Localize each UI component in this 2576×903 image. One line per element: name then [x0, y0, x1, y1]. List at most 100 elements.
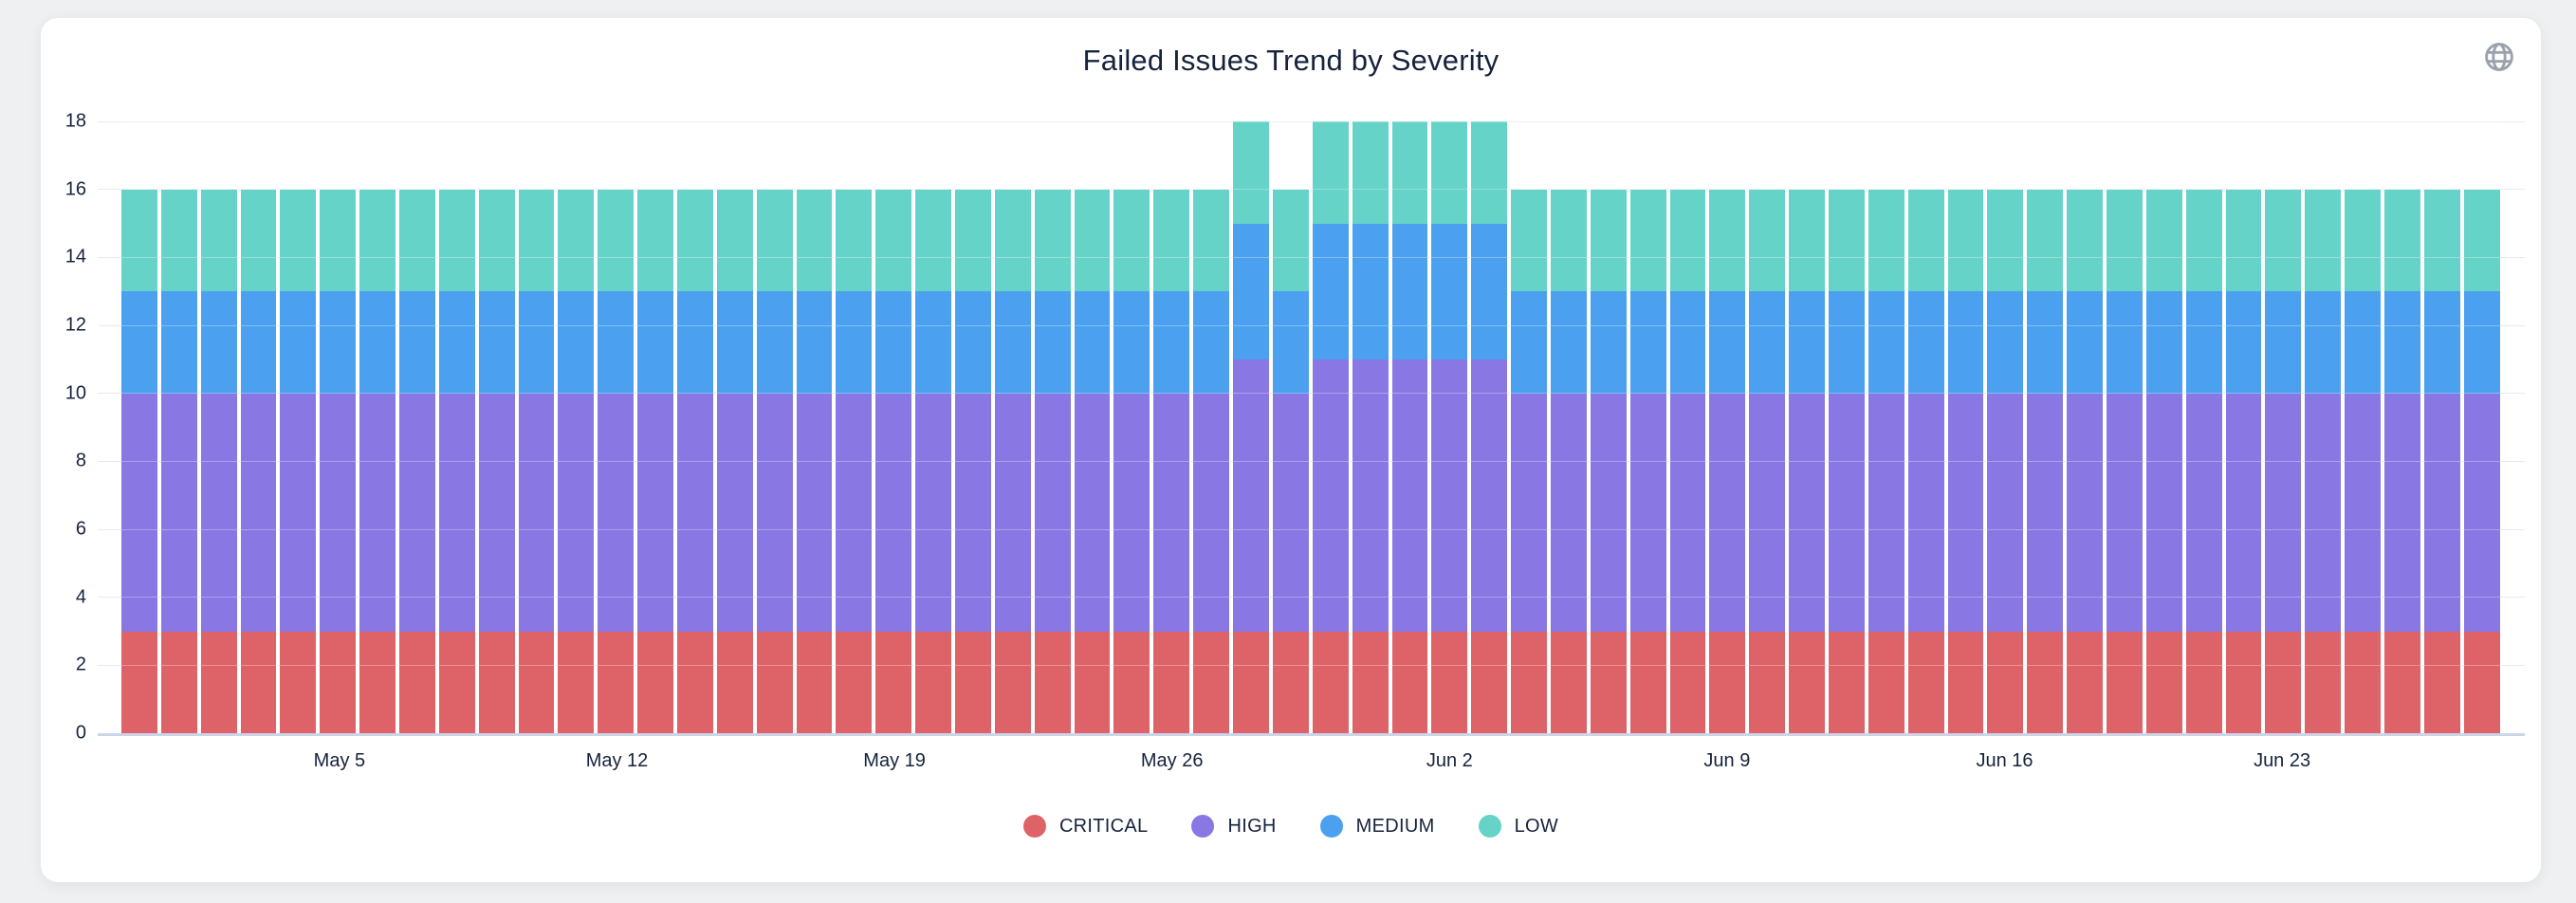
bar-segment-low[interactable] [2463, 189, 2500, 292]
bar-segment-low[interactable] [1629, 189, 1666, 292]
bar-segment-high[interactable] [637, 393, 674, 632]
bar[interactable] [637, 189, 674, 733]
bar-segment-high[interactable] [756, 393, 793, 632]
bar[interactable] [1153, 189, 1190, 733]
legend-item-high[interactable]: HIGH [1191, 815, 1276, 838]
bar[interactable] [2305, 189, 2342, 733]
bar-segment-medium[interactable] [2106, 291, 2143, 394]
bar-segment-high[interactable] [1828, 393, 1865, 632]
bar-segment-high[interactable] [2463, 393, 2500, 632]
bar-segment-medium[interactable] [1749, 291, 1786, 394]
bar-segment-critical[interactable] [518, 631, 555, 733]
bar-segment-high[interactable] [1709, 393, 1746, 632]
bar-segment-high[interactable] [2423, 393, 2460, 632]
bar[interactable] [1709, 189, 1746, 733]
bar-segment-critical[interactable] [438, 631, 475, 733]
bar-segment-high[interactable] [1629, 393, 1666, 632]
bar-segment-medium[interactable] [438, 291, 475, 394]
bar-segment-low[interactable] [518, 189, 555, 292]
bar[interactable] [2145, 189, 2182, 733]
bar-segment-critical[interactable] [875, 631, 912, 733]
bar-segment-low[interactable] [2345, 189, 2381, 292]
bar-segment-critical[interactable] [2265, 631, 2302, 733]
bar-segment-low[interactable] [875, 189, 912, 292]
bar-segment-high[interactable] [2305, 393, 2342, 632]
bar[interactable] [1987, 189, 2024, 733]
bar-segment-critical[interactable] [1550, 631, 1587, 733]
bar-segment-critical[interactable] [2463, 631, 2500, 733]
bar-segment-critical[interactable] [1907, 631, 1944, 733]
bar[interactable] [2185, 189, 2222, 733]
bar-segment-high[interactable] [2345, 393, 2381, 632]
bar-segment-low[interactable] [1550, 189, 1587, 292]
bar[interactable] [1907, 189, 1944, 733]
bar-segment-high[interactable] [280, 393, 317, 632]
bar-segment-high[interactable] [359, 393, 396, 632]
bar-segment-medium[interactable] [1511, 291, 1547, 394]
bar-segment-low[interactable] [1947, 189, 1984, 292]
bar-segment-medium[interactable] [2145, 291, 2182, 394]
bar-segment-critical[interactable] [1074, 631, 1111, 733]
bar-segment-critical[interactable] [2067, 631, 2103, 733]
bar-segment-high[interactable] [836, 393, 873, 632]
bar[interactable] [1391, 121, 1428, 733]
bar-segment-critical[interactable] [240, 631, 277, 733]
bar-segment-medium[interactable] [399, 291, 435, 394]
bar-segment-low[interactable] [478, 189, 515, 292]
bar-segment-medium[interactable] [2345, 291, 2381, 394]
bar-segment-high[interactable] [955, 393, 991, 632]
bar-segment-high[interactable] [915, 393, 952, 632]
bar-segment-high[interactable] [994, 393, 1031, 632]
bar-segment-critical[interactable] [1034, 631, 1071, 733]
bar-segment-high[interactable] [2145, 393, 2182, 632]
bar-segment-high[interactable] [478, 393, 515, 632]
bar[interactable] [915, 189, 952, 733]
bar-segment-critical[interactable] [121, 631, 157, 733]
bar-segment-high[interactable] [875, 393, 912, 632]
bar-segment-high[interactable] [598, 393, 635, 632]
bar-segment-low[interactable] [1074, 189, 1111, 292]
bar-segment-low[interactable] [240, 189, 277, 292]
bar-segment-low[interactable] [955, 189, 991, 292]
bar-segment-low[interactable] [796, 189, 833, 292]
bar[interactable] [1789, 189, 1825, 733]
bar[interactable] [1431, 121, 1468, 733]
bar-segment-critical[interactable] [836, 631, 873, 733]
bar[interactable] [836, 189, 873, 733]
bar[interactable] [1749, 189, 1786, 733]
bar-segment-medium[interactable] [280, 291, 317, 394]
bar[interactable] [716, 189, 753, 733]
bar[interactable] [1193, 189, 1230, 733]
bar-segment-low[interactable] [1590, 189, 1627, 292]
bar-segment-high[interactable] [1153, 393, 1190, 632]
bar-segment-high[interactable] [1590, 393, 1627, 632]
bar[interactable] [1471, 121, 1508, 733]
globe-icon[interactable] [2483, 41, 2515, 73]
bar-segment-critical[interactable] [1828, 631, 1865, 733]
bar-segment-low[interactable] [1709, 189, 1746, 292]
bar-segment-critical[interactable] [1709, 631, 1746, 733]
bar-segment-critical[interactable] [1352, 631, 1389, 733]
bar-segment-medium[interactable] [756, 291, 793, 394]
bar-segment-low[interactable] [1789, 189, 1825, 292]
legend-item-critical[interactable]: CRITICAL [1022, 815, 1149, 838]
bar-segment-critical[interactable] [1789, 631, 1825, 733]
bar[interactable] [399, 189, 435, 733]
bar-segment-medium[interactable] [2027, 291, 2064, 394]
bar-segment-low[interactable] [1749, 189, 1786, 292]
bar[interactable] [2067, 189, 2103, 733]
bar-segment-critical[interactable] [1749, 631, 1786, 733]
bar-segment-high[interactable] [2067, 393, 2103, 632]
bar-segment-low[interactable] [836, 189, 873, 292]
bar-segment-high[interactable] [1034, 393, 1071, 632]
bar-segment-critical[interactable] [915, 631, 952, 733]
bar[interactable] [1590, 189, 1627, 733]
bar[interactable] [955, 189, 991, 733]
legend-item-medium[interactable]: MEDIUM [1319, 815, 1435, 838]
bar[interactable] [598, 189, 635, 733]
bar-segment-low[interactable] [915, 189, 952, 292]
bar-segment-high[interactable] [677, 393, 713, 632]
bar-segment-low[interactable] [1391, 121, 1428, 224]
bar-segment-medium[interactable] [240, 291, 277, 394]
bar-segment-critical[interactable] [2027, 631, 2064, 733]
